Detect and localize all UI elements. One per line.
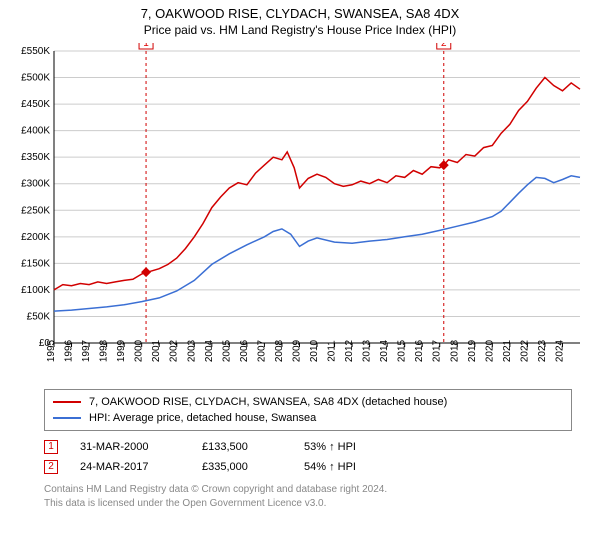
event-marker-row: 1 31-MAR-2000 £133,500 53% ↑ HPI [44, 437, 572, 457]
event-marker-price: £335,000 [202, 461, 282, 473]
chart-container: £0£50K£100K£150K£200K£250K£300K£350K£400… [10, 43, 590, 383]
event-marker-pct: 54% ↑ HPI [304, 461, 394, 473]
svg-text:£50K: £50K [27, 311, 51, 322]
event-marker-price: £133,500 [202, 441, 282, 453]
event-marker-pct: 53% ↑ HPI [304, 441, 394, 453]
event-marker-table: 1 31-MAR-2000 £133,500 53% ↑ HPI 2 24-MAR-201… [44, 437, 572, 477]
svg-text:£350K: £350K [21, 152, 50, 163]
event-marker-number-box: 2 [44, 460, 58, 474]
legend-row: HPI: Average price, detached house, Swan… [53, 410, 563, 426]
footer-line-1: Contains HM Land Registry data © Crown c… [44, 483, 572, 497]
svg-text:£200K: £200K [21, 232, 50, 243]
legend-box: 7, OAKWOOD RISE, CLYDACH, SWANSEA, SA8 4… [44, 389, 572, 431]
legend-swatch [53, 401, 81, 403]
event-marker-number-box: 1 [44, 440, 58, 454]
svg-text:£150K: £150K [21, 258, 50, 269]
chart-title-sub: Price paid vs. HM Land Registry's House … [0, 23, 600, 37]
legend-label: HPI: Average price, detached house, Swan… [89, 412, 316, 424]
chart-title-block: 7, OAKWOOD RISE, CLYDACH, SWANSEA, SA8 4… [0, 0, 600, 37]
footer-line-2: This data is licensed under the Open Gov… [44, 497, 572, 511]
svg-text:£250K: £250K [21, 205, 50, 216]
svg-text:2: 2 [441, 43, 447, 49]
svg-text:£400K: £400K [21, 126, 50, 137]
legend-row: 7, OAKWOOD RISE, CLYDACH, SWANSEA, SA8 4… [53, 394, 563, 410]
svg-text:£500K: £500K [21, 73, 50, 84]
chart-title-main: 7, OAKWOOD RISE, CLYDACH, SWANSEA, SA8 4… [0, 6, 600, 21]
event-marker-row: 2 24-MAR-2017 £335,000 54% ↑ HPI [44, 457, 572, 477]
svg-text:1: 1 [143, 43, 149, 49]
legend-swatch [53, 417, 81, 419]
svg-text:£100K: £100K [21, 285, 50, 296]
price-chart: £0£50K£100K£150K£200K£250K£300K£350K£400… [10, 43, 590, 383]
event-marker-date: 31-MAR-2000 [80, 441, 180, 453]
legend-label: 7, OAKWOOD RISE, CLYDACH, SWANSEA, SA8 4… [89, 396, 447, 408]
attribution-footer: Contains HM Land Registry data © Crown c… [44, 483, 572, 510]
svg-text:£450K: £450K [21, 99, 50, 110]
event-marker-date: 24-MAR-2017 [80, 461, 180, 473]
svg-text:£300K: £300K [21, 179, 50, 190]
svg-text:£550K: £550K [21, 46, 50, 57]
